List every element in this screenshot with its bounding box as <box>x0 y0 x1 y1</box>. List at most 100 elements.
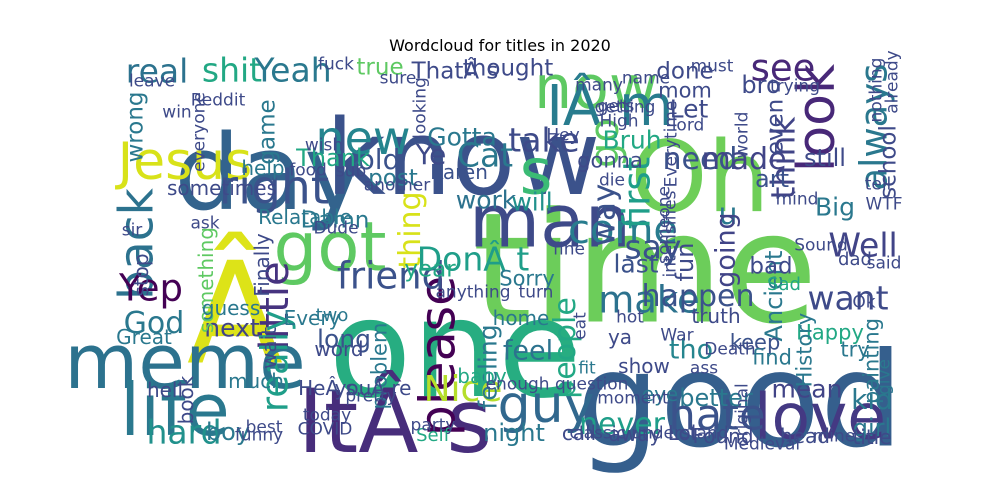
word-will: will <box>511 187 553 217</box>
word-find: find <box>752 345 792 370</box>
word-big: Big <box>815 192 855 222</box>
word-right: right <box>218 160 330 216</box>
word-girl: girl <box>852 414 892 442</box>
word-shit: shit <box>201 50 263 90</box>
chart-title: Wordcloud for titles in 2020 <box>389 36 611 55</box>
word-covid: COVID <box>297 419 353 440</box>
word-funny: funny <box>234 425 284 446</box>
word-way: way <box>586 183 623 247</box>
word-tell: tell <box>864 174 892 195</box>
word-that-s: ThatÂ s <box>411 58 499 85</box>
word-let: Let <box>669 94 709 124</box>
word-i-m: IÂ m <box>546 74 674 139</box>
word-last: last <box>613 249 659 279</box>
word-bad: bad <box>749 253 793 280</box>
word-one: one <box>328 271 582 429</box>
word-medieval: Medieval <box>723 434 801 455</box>
word-say: say <box>624 227 682 267</box>
word-said: said <box>866 253 902 274</box>
word-give: give <box>874 358 895 396</box>
word-long: long <box>317 324 371 354</box>
word-history: History <box>792 312 817 388</box>
word-hey: Hey <box>546 125 580 146</box>
word-boy: boy <box>205 418 251 446</box>
word-got: got <box>273 207 387 288</box>
word-dad: dad <box>838 249 872 270</box>
word-two: two <box>315 305 349 326</box>
word-ass: ass <box>689 358 719 379</box>
word-god: God <box>123 306 185 341</box>
word-see: see <box>750 46 816 90</box>
word-now: now <box>534 53 658 123</box>
word-sub: sub <box>335 161 367 182</box>
word-thank: Thank <box>296 144 370 172</box>
word-hell: hell <box>146 378 184 402</box>
word-anything: anything <box>435 282 511 303</box>
word-mine: mine <box>812 426 856 447</box>
word-need: need <box>662 142 738 177</box>
word-every: Every <box>283 306 341 330</box>
word-title: title <box>852 425 892 449</box>
word-mind: mind <box>775 189 819 210</box>
word-still: still <box>804 144 846 172</box>
word-word: word <box>314 337 364 361</box>
word-ye: Ye <box>415 138 447 171</box>
word-best: best <box>245 417 283 438</box>
word-wrong: wrong <box>122 91 149 163</box>
word-art: art <box>755 165 789 193</box>
word-fuck: fuck <box>318 54 354 75</box>
word-true: true <box>356 54 404 81</box>
word-u: u <box>718 197 738 232</box>
word-sometimes: sometimes <box>166 176 278 200</box>
word-tho: tho <box>668 334 714 366</box>
word-know: know <box>325 97 601 219</box>
word-original: original <box>732 383 753 447</box>
word-fine: fine <box>553 239 585 260</box>
word-classic-understand: classic understand <box>569 423 729 444</box>
word-today: today <box>302 405 352 426</box>
word-pretty: pretty <box>345 386 397 407</box>
word-hate: hate <box>668 390 766 441</box>
word-love: love <box>753 380 887 454</box>
word-dude: Dude <box>313 218 359 239</box>
word-hot: hot <box>616 307 644 328</box>
word-everyone: everyone <box>189 92 210 172</box>
word-baby: baby <box>457 364 507 388</box>
word-happen: happen <box>641 279 755 314</box>
word-mom: mom <box>658 78 712 103</box>
word-done: done <box>656 58 714 85</box>
word-sad: Sad <box>767 274 801 295</box>
word-leave: leave <box>128 71 176 92</box>
word-gotta: Gotta <box>427 122 497 152</box>
word-win: win <box>162 102 192 123</box>
word-hard: hard <box>146 412 222 452</box>
word-turn: turn <box>518 282 554 303</box>
word-man: man <box>468 179 632 265</box>
word-you-re: youÂ re <box>334 376 412 400</box>
word-ok: Ok <box>852 292 876 313</box>
word-reddit: Reddit <box>190 90 246 111</box>
word-sure: sure <box>379 68 417 89</box>
word-even: even <box>762 98 789 156</box>
word-bruh: Bruh <box>602 125 662 155</box>
word-war: War <box>660 325 694 346</box>
word-ya: ya <box>607 325 633 349</box>
word-eye: eye <box>641 382 679 406</box>
word-made: made <box>701 142 787 177</box>
word-another: another <box>363 175 431 196</box>
word-away: away <box>608 422 662 446</box>
word-ask: ask <box>190 213 220 234</box>
word-make: make <box>598 278 700 322</box>
word-lord: lord <box>671 115 705 136</box>
word-world: world <box>732 111 753 159</box>
word-good: good <box>576 323 904 477</box>
word-guy: guy <box>497 375 595 435</box>
word-karen: Karen <box>430 160 488 184</box>
word-meme: meme <box>64 317 306 406</box>
word-never: never <box>578 407 666 442</box>
word-year: year <box>404 256 456 283</box>
word-thought: thought <box>462 55 554 82</box>
word-party: party <box>410 415 456 436</box>
word-well: Well <box>828 225 898 265</box>
word-finally: Finally <box>250 233 274 297</box>
